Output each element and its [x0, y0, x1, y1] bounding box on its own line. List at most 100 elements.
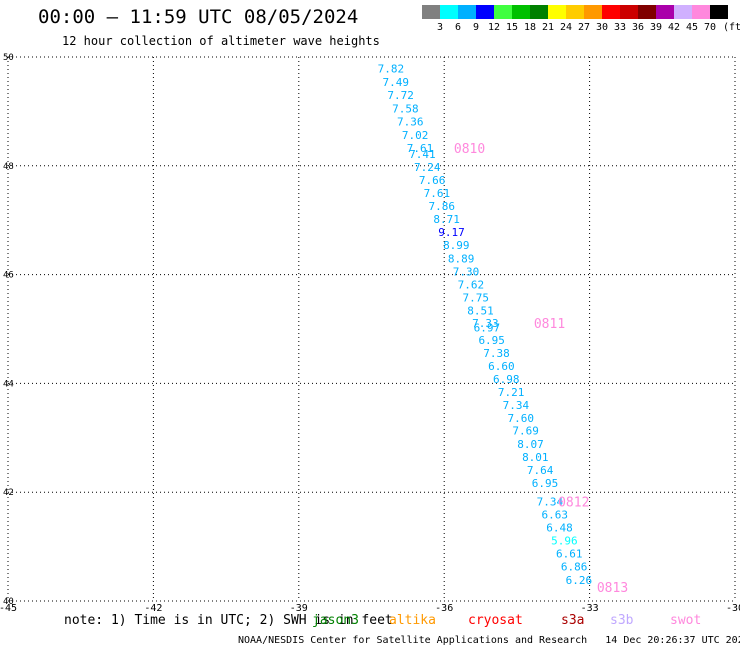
track-time-label: 0813 — [597, 581, 628, 596]
colorbar-swatch — [548, 5, 566, 19]
wave-height-label: 9.17 — [438, 226, 465, 239]
wave-height-label: 6.60 — [488, 360, 515, 373]
wave-height-label: 6.48 — [546, 522, 573, 535]
wave-height-label: 7.61 — [407, 142, 434, 155]
wave-height-label: 8.51 — [467, 305, 494, 318]
lon-tick-label: -42 — [144, 603, 162, 614]
colorbar-swatch — [494, 5, 512, 19]
wave-height-label: 7.64 — [527, 464, 554, 477]
wave-height-label: 7.33 — [472, 317, 499, 330]
wave-height-label: 8.07 — [517, 438, 544, 451]
colorbar-label: 33 — [613, 22, 627, 33]
wave-height-label: 7.66 — [419, 174, 446, 187]
wave-height-label: 7.60 — [508, 412, 535, 425]
colorbar-unit: (ft) — [722, 22, 740, 33]
lon-tick-label: -33 — [581, 603, 599, 614]
wave-height-label: 7.62 — [458, 278, 485, 291]
colorbar-label: 36 — [631, 22, 645, 33]
wave-height-label: 6.86 — [561, 561, 588, 574]
wave-height-label: 7.30 — [453, 265, 480, 278]
colorbar-swatch — [566, 5, 584, 19]
wave-height-label: 6.63 — [541, 509, 568, 522]
wave-height-label: 7.49 — [382, 76, 409, 89]
wave-height-label: 6.95 — [478, 334, 505, 347]
colorbar-label: 70 — [703, 22, 717, 33]
track-time-label: 0812 — [558, 495, 589, 510]
colorbar-label: 45 — [685, 22, 699, 33]
lat-tick-label: 40 — [3, 597, 14, 607]
colorbar-label: 12 — [487, 22, 501, 33]
lat-tick-label: 42 — [3, 488, 14, 498]
colorbar-swatch — [674, 5, 692, 19]
colorbar-swatch — [602, 5, 620, 19]
wave-height-label: 6.61 — [556, 548, 583, 561]
wave-height-label: 7.34 — [503, 399, 530, 412]
colorbar-label: 39 — [649, 22, 663, 33]
wave-height-label: 6.98 — [493, 373, 520, 386]
wave-height-label: 7.82 — [378, 62, 405, 75]
satellite-legend-s3a: s3a — [561, 613, 585, 628]
colorbar-label: 27 — [577, 22, 591, 33]
colorbar-swatch — [656, 5, 674, 19]
lon-tick-label: -39 — [290, 603, 308, 614]
lat-tick-label: 48 — [3, 162, 14, 172]
colorbar-label: 3 — [436, 22, 444, 33]
wave-height-label: 8.89 — [448, 252, 475, 265]
wave-height-label: 7.21 — [498, 386, 525, 399]
wave-height-label: 7.69 — [512, 425, 539, 438]
colorbar-label: 42 — [667, 22, 681, 33]
colorbar-swatch — [620, 5, 638, 19]
colorbar-swatch — [638, 5, 656, 19]
lat-tick-label: 50 — [3, 53, 14, 63]
colorbar-swatch — [530, 5, 548, 19]
wave-height-label: 6.26 — [566, 574, 593, 587]
note-text: note: 1) Time is in UTC; 2) SWH is in fe… — [64, 613, 393, 628]
track-time-label: 0811 — [534, 317, 565, 332]
wave-height-label: 7.41 — [409, 148, 436, 161]
lon-tick-label: -45 — [0, 603, 17, 614]
lat-tick-label: 46 — [3, 271, 14, 281]
chart-title: 00:00 – 11:59 UTC 08/05/2024 — [38, 6, 359, 28]
wave-height-label: 8.01 — [522, 451, 549, 464]
wave-height-label: 7.72 — [387, 89, 414, 102]
wave-height-label: 8.71 — [433, 213, 460, 226]
colorbar-swatch — [584, 5, 602, 19]
satellite-legend-altika: altika — [389, 613, 436, 628]
colorbar-label: 30 — [595, 22, 609, 33]
lat-tick-label: 44 — [3, 379, 14, 389]
colorbar-label: 6 — [454, 22, 462, 33]
lon-tick-label: -36 — [435, 603, 453, 614]
colorbar-swatch — [710, 5, 728, 19]
wave-height-label: 5.96 — [551, 535, 578, 548]
colorbar-swatch — [458, 5, 476, 19]
colorbar-label: 24 — [559, 22, 573, 33]
track-time-label: 0810 — [454, 142, 485, 157]
lon-tick-label: -30 — [726, 603, 740, 614]
wave-height-label: 6.97 — [474, 321, 501, 334]
footer-credit: NOAA/NESDIS Center for Satellite Applica… — [238, 635, 740, 646]
chart-subtitle: 12 hour collection of altimeter wave hei… — [62, 34, 380, 48]
wave-height-label: 8.99 — [443, 239, 470, 252]
wave-height-label: 6.95 — [532, 477, 559, 490]
wave-height-label: 7.86 — [429, 200, 456, 213]
colorbar-swatch — [512, 5, 530, 19]
colorbar-label: 18 — [523, 22, 537, 33]
wave-height-label: 7.61 — [424, 187, 451, 200]
wave-height-label: 7.36 — [397, 116, 424, 129]
wave-height-label: 7.02 — [402, 129, 429, 142]
colorbar-swatch — [692, 5, 710, 19]
satellite-legend-s3b: s3b — [610, 613, 634, 628]
colorbar-label: 9 — [472, 22, 480, 33]
wave-height-label: 7.58 — [392, 103, 419, 116]
satellite-legend-swot: swot — [670, 613, 702, 628]
wave-height-label: 7.24 — [414, 161, 441, 174]
wave-height-label: 7.38 — [483, 347, 510, 360]
satellite-legend-cryosat: cryosat — [468, 613, 523, 628]
wave-height-label: 7.34 — [537, 495, 564, 508]
satellite-legend-jason3: jason3 — [312, 613, 359, 628]
wave-height-label: 7.75 — [462, 291, 489, 304]
colorbar-swatch — [440, 5, 458, 19]
colorbar-swatch — [476, 5, 494, 19]
colorbar-label: 21 — [541, 22, 555, 33]
